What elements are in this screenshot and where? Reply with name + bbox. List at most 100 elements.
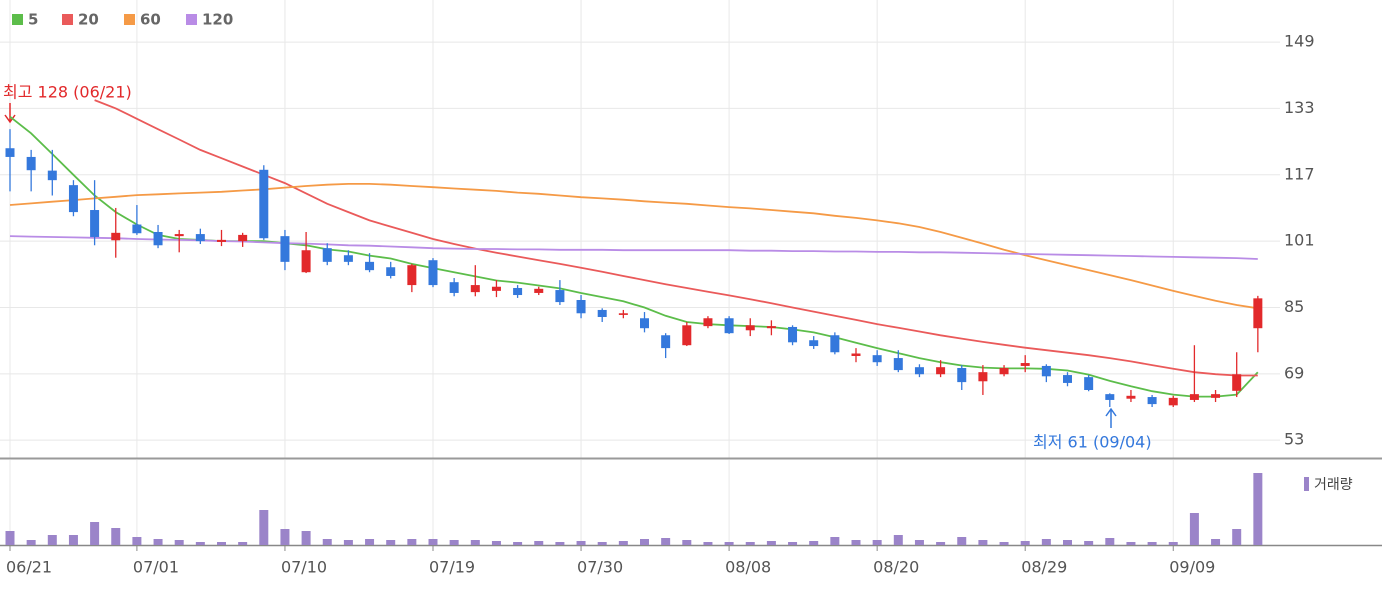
candle-body <box>1041 365 1051 377</box>
x-tick-label: 07/10 <box>281 558 327 577</box>
x-tick-label: 08/08 <box>725 558 771 577</box>
candle-body <box>640 318 649 329</box>
candle-body <box>1189 394 1199 400</box>
volume-bar <box>111 528 121 545</box>
candle-body <box>174 234 184 237</box>
volume-bar <box>1020 541 1030 545</box>
volume-bar <box>1211 539 1221 545</box>
volume-bar <box>1189 513 1199 545</box>
candle-body <box>47 170 57 181</box>
x-tick-label: 08/20 <box>873 558 919 577</box>
candle-body <box>153 231 163 246</box>
volume-bar <box>661 538 671 545</box>
volume-bar <box>513 542 523 545</box>
volume-bar <box>195 542 205 545</box>
candle-body <box>491 286 501 291</box>
legend-swatch <box>186 14 197 25</box>
legend-swatch <box>124 14 135 25</box>
candle-body <box>90 210 100 237</box>
y-tick-label: 149 <box>1284 32 1315 51</box>
volume-bar <box>1147 542 1157 545</box>
candle-body <box>68 185 78 213</box>
volume-bar <box>428 539 438 545</box>
volume-bar <box>830 537 840 545</box>
volume-bar <box>449 540 459 545</box>
volume-bar <box>238 542 248 545</box>
y-tick-label: 101 <box>1284 231 1315 250</box>
legend-swatch <box>62 14 73 25</box>
candle-body <box>830 335 840 353</box>
volume-bar <box>851 540 861 545</box>
volume-bar <box>174 540 184 545</box>
high-arrow <box>4 103 16 124</box>
candle-body <box>280 236 290 262</box>
x-tick-label: 07/30 <box>577 558 623 577</box>
volume-bar <box>322 539 332 545</box>
volume-bar <box>407 539 417 545</box>
candle-body <box>1020 363 1030 366</box>
low-arrow <box>1105 407 1117 428</box>
candle-body <box>766 326 776 329</box>
candle-body <box>132 224 142 234</box>
volume-bar <box>153 539 163 545</box>
volume-bar <box>724 542 734 545</box>
volume-bar <box>217 542 226 545</box>
candle-body <box>809 340 819 347</box>
candle-body <box>1232 374 1242 391</box>
volume-bar <box>809 541 819 545</box>
legend-label: 120 <box>202 11 233 29</box>
candle-body <box>513 287 523 296</box>
candle-body <box>555 290 565 303</box>
volume-bar <box>470 540 480 545</box>
x-tick-label: 06/21 <box>6 558 52 577</box>
volume-bar <box>1084 541 1094 545</box>
volume-bar <box>999 542 1009 545</box>
volume-bar <box>597 542 607 545</box>
volume-bar <box>978 540 988 545</box>
candle-body <box>661 335 671 349</box>
y-tick-label: 117 <box>1284 164 1315 183</box>
volume-bar <box>301 531 311 545</box>
volume-bar <box>1126 542 1136 545</box>
legend-label: 60 <box>140 11 161 29</box>
volume-bar <box>1105 538 1115 545</box>
ma-line <box>9 183 1258 310</box>
volume-bar <box>1253 473 1263 545</box>
volume-bar <box>872 540 882 545</box>
x-tick-label: 07/01 <box>133 558 179 577</box>
candle-body <box>999 368 1009 375</box>
candle-body <box>978 372 988 382</box>
candle-body <box>682 325 692 346</box>
candle-body <box>1126 395 1136 399</box>
volume-bar <box>5 531 15 545</box>
candle-body <box>26 156 36 171</box>
candle-body <box>195 234 205 242</box>
volume-bar <box>618 541 628 545</box>
candle-body <box>788 326 798 343</box>
volume-bar <box>1063 540 1072 545</box>
candle-body <box>1105 394 1115 400</box>
candle-body <box>872 355 882 363</box>
volume-bar <box>491 541 501 545</box>
volume-bar <box>280 529 290 545</box>
volume-bar <box>90 522 100 545</box>
legend-label: 5 <box>28 11 38 29</box>
volume-bar <box>1041 539 1051 545</box>
volume-bar <box>745 542 755 545</box>
volume-bar <box>936 542 946 545</box>
volume-bar <box>766 541 776 545</box>
volume-legend-swatch <box>1304 477 1309 491</box>
volume-bar <box>788 542 798 545</box>
x-tick-label: 07/19 <box>429 558 475 577</box>
volume-bar <box>703 542 713 545</box>
volume-bar <box>132 537 142 545</box>
candle-body <box>1063 375 1072 383</box>
volume-bar <box>1232 529 1242 545</box>
candle-body <box>470 285 480 293</box>
x-tick-label: 08/29 <box>1021 558 1067 577</box>
y-tick-label: 53 <box>1284 430 1304 449</box>
volume-bar <box>343 540 353 545</box>
volume-bar <box>576 541 586 545</box>
candle-body <box>576 300 586 314</box>
